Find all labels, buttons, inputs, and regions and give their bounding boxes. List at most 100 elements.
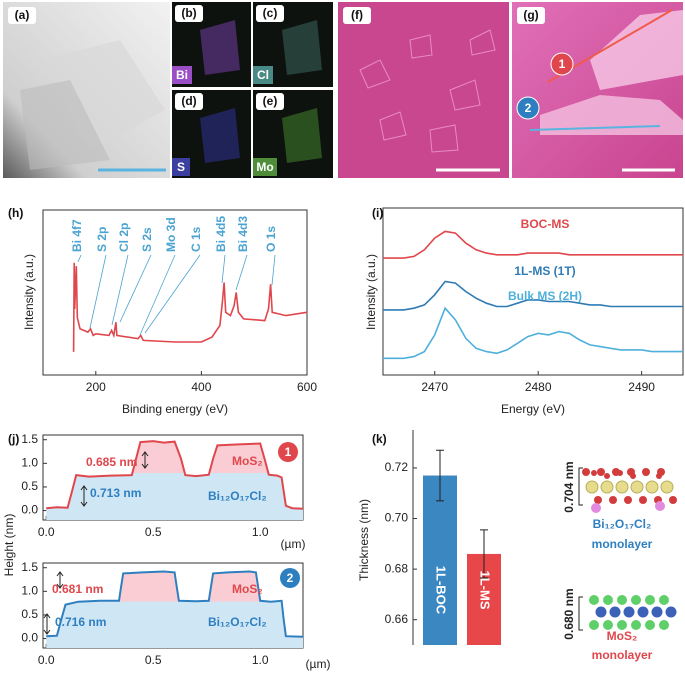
peak-label: S 2s <box>140 227 154 252</box>
atom <box>582 468 590 476</box>
line <box>383 306 683 360</box>
peak-label: Bi 4f7 <box>70 219 84 252</box>
charts: (h)Binding energy (eV)Intensity (a.u.)20… <box>2 206 684 671</box>
x-axis-title: (µm) <box>306 657 331 671</box>
line <box>72 262 308 352</box>
panel-label: (b) <box>181 6 196 20</box>
annotation: 0.681 nm <box>52 582 103 596</box>
atom <box>631 620 641 630</box>
label-box <box>253 158 277 176</box>
structures: 0.704 nm Bi₁₂O₁₇Cl₂ monolayer 0.680 nm MoS₂ m… <box>562 461 677 662</box>
chart: (h) Binding energy (eV) Intensity (a.u.) 20… <box>8 206 317 416</box>
thickness-label: 0.680 nm <box>562 588 576 639</box>
leader-line <box>111 254 129 326</box>
atom <box>643 470 649 476</box>
atom <box>603 620 613 630</box>
leader-line <box>235 254 248 291</box>
atom <box>589 595 599 605</box>
atom <box>609 496 617 504</box>
flake <box>20 80 110 170</box>
panel-label: (c) <box>263 6 278 20</box>
label-box <box>8 7 36 24</box>
flake <box>540 95 683 135</box>
bar <box>423 475 457 645</box>
atom <box>669 496 677 504</box>
leader-line <box>139 254 176 336</box>
atom <box>651 606 663 618</box>
chart: (µm) 0.0 0.5 1.0 0.0 0.5 1.0 1.5 0.681 nm MoS₂ 0.7… <box>21 560 330 671</box>
category-label: 1L-MS <box>478 571 493 610</box>
map-label: S <box>177 160 185 174</box>
label-box <box>172 66 192 84</box>
series-label: BOC-MS <box>521 217 570 231</box>
atom <box>617 620 627 630</box>
marker <box>516 96 540 120</box>
peak-label: O 1s <box>264 226 278 252</box>
y-axis-title: Intensity (a.u.) <box>22 254 36 330</box>
leader-line <box>89 254 107 329</box>
x-tick-label: 600 <box>297 380 317 394</box>
atom <box>656 473 662 479</box>
x-tick-label: 0.5 <box>145 525 162 539</box>
marker <box>278 442 298 462</box>
atom <box>645 620 655 630</box>
x-axis-title: Energy (eV) <box>501 402 565 416</box>
x-axis-title: (µm) <box>281 537 306 551</box>
peak-label: C 1s <box>189 226 203 252</box>
map-label: Mo <box>256 160 273 174</box>
atom <box>659 595 669 605</box>
height-arrow <box>80 485 88 507</box>
y-tick-label: 1.5 <box>21 560 38 574</box>
y-tick-label: 1.5 <box>21 432 38 446</box>
panel-label: (j) <box>8 432 19 446</box>
x-tick-label: 0.5 <box>145 653 162 667</box>
afm-image <box>338 2 509 178</box>
annotation: MoS₂ <box>232 454 263 468</box>
map-signal <box>282 108 322 163</box>
plot-frame <box>382 207 684 376</box>
chart: (k) Thickness (nm) 0.66 0.68 0.70 0.72 1L-BOC 1… <box>357 430 501 645</box>
atom <box>631 595 641 605</box>
y-tick-label: 0.5 <box>21 607 38 621</box>
marker <box>280 568 300 588</box>
y-tick-label: 1.0 <box>21 584 38 598</box>
atom <box>594 496 602 504</box>
atom <box>630 480 644 494</box>
map-signal <box>282 20 322 75</box>
atom <box>655 501 665 511</box>
leader-line <box>144 254 201 334</box>
afm-texture <box>359 29 496 153</box>
leader-line <box>77 254 82 263</box>
annotation: 0.713 nm <box>90 486 141 500</box>
chart: (i) Energy (eV) Intensity (a.u.) 2470 2480 24… <box>364 206 684 416</box>
area <box>46 571 303 648</box>
area <box>46 441 303 520</box>
x-tick-label: 0.0 <box>38 653 55 667</box>
atom <box>637 606 649 618</box>
thickness-bracket <box>578 467 583 506</box>
image-panels: Bi Cl S Mo 1 2 <box>3 2 683 178</box>
panel-label: (h) <box>8 206 23 220</box>
thickness-label: 0.704 nm <box>562 461 576 512</box>
series-label: Bulk MS (2H) <box>508 289 582 303</box>
atom <box>659 620 669 630</box>
line <box>383 230 683 259</box>
label-box <box>343 7 371 24</box>
peak-label: Bi 4d5 <box>214 216 228 252</box>
leader-line <box>119 254 152 323</box>
panel-labels: (a) (b) (c) (d) (e) (f) (g) <box>8 5 545 110</box>
height-arrow <box>43 613 51 635</box>
annotation: 0.685 nm <box>86 455 137 469</box>
flake <box>40 40 165 150</box>
atom <box>639 496 647 504</box>
atom <box>617 595 627 605</box>
marker-label: 2 <box>287 571 294 585</box>
x-tick-label: 2480 <box>525 380 552 394</box>
annotation: Bi₁₂O₁₇Cl₂ <box>208 489 267 503</box>
x-tick-label: 1.0 <box>252 525 269 539</box>
peak-label: Cl 2p <box>117 223 131 252</box>
map-label: Bi <box>176 68 188 82</box>
panel-label: (e) <box>263 94 278 108</box>
y-axis-title: Thickness (nm) <box>357 499 371 581</box>
marker-label: 1 <box>559 57 566 71</box>
